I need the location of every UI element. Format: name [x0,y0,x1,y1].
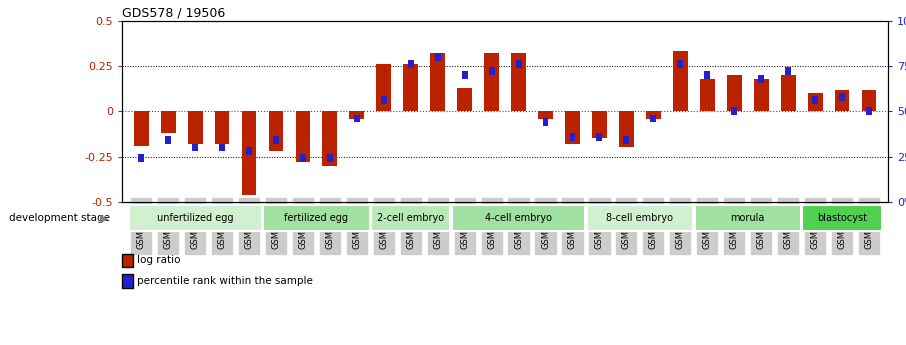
Bar [323,111,337,166]
Text: log ratio: log ratio [137,256,180,265]
Bar [731,107,737,115]
Text: unfertilized egg: unfertilized egg [157,213,234,223]
Bar [543,118,548,126]
Bar [139,154,144,162]
Bar [354,115,360,122]
Bar [754,79,768,111]
Bar [129,205,262,231]
Bar [651,115,656,122]
Bar [565,111,580,144]
Bar [484,53,499,111]
Text: percentile rank within the sample: percentile rank within the sample [137,276,313,286]
Text: morula: morula [730,213,765,223]
Bar [619,111,634,148]
Bar [408,60,414,68]
Text: 8-cell embryo: 8-cell embryo [606,213,673,223]
Bar [350,111,364,119]
Bar [866,107,872,115]
Text: 4-cell embryo: 4-cell embryo [485,213,552,223]
Bar [327,154,333,162]
Bar [458,88,472,111]
Bar [435,53,440,61]
Bar [596,132,602,141]
Bar [516,60,522,68]
Bar [462,71,467,79]
Bar [452,205,585,231]
Bar [862,90,876,111]
Bar [695,205,801,231]
Bar [678,60,683,68]
Bar [699,79,715,111]
Bar [242,111,256,195]
Bar [587,205,693,231]
Bar [188,111,203,144]
Bar [192,144,198,151]
Bar [403,64,419,111]
Bar [592,111,607,138]
Text: 2-cell embryo: 2-cell embryo [377,213,444,223]
Bar [786,67,791,76]
Bar [807,93,823,111]
Bar [264,205,370,231]
Bar [376,64,391,111]
Text: blastocyst: blastocyst [817,213,867,223]
Bar [273,136,279,144]
Bar [219,144,225,151]
Bar [371,205,450,231]
Bar [781,75,795,111]
Bar [381,96,387,105]
Text: fertilized egg: fertilized egg [284,213,349,223]
Text: GDS578 / 19506: GDS578 / 19506 [122,7,226,20]
Bar [511,53,526,111]
Bar [727,75,742,111]
Bar [538,111,553,119]
Bar [134,111,149,146]
Bar [300,154,306,162]
Bar [758,75,764,83]
Bar [839,93,845,101]
Bar [570,132,575,141]
Bar [803,205,882,231]
Text: ▶: ▶ [100,213,109,223]
Bar [834,90,850,111]
Bar [646,111,660,119]
Bar [430,53,445,111]
Bar [295,111,311,162]
Bar [623,136,630,144]
Bar [812,96,818,105]
Bar [246,147,252,155]
Text: development stage: development stage [9,213,110,223]
Bar [165,136,171,144]
Bar [160,111,176,133]
Bar [488,67,495,76]
Bar [704,71,710,79]
Bar [673,51,688,111]
Bar [268,111,284,151]
Bar [215,111,229,144]
